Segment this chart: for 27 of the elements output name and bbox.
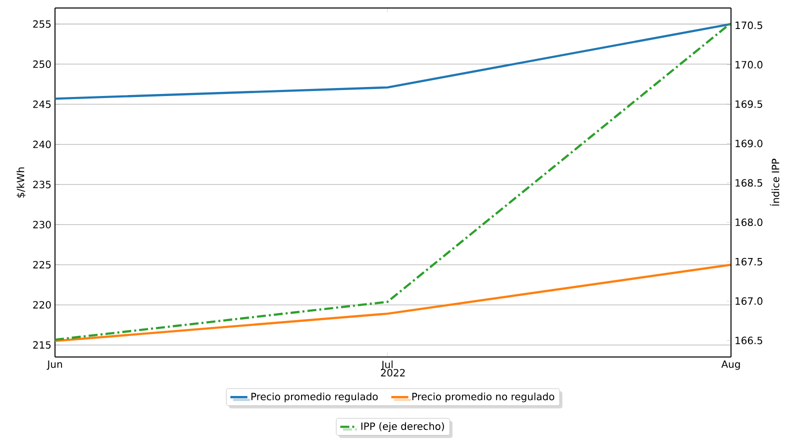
x-axis-title: 2022 xyxy=(381,368,405,376)
y2-tick-label: 168.5 xyxy=(736,179,762,187)
y-tick-label: 245 xyxy=(33,100,51,108)
x-tick-label: Jul xyxy=(380,360,393,370)
y-tick-label: 220 xyxy=(33,301,51,309)
y2-tick-label: 166.5 xyxy=(736,336,762,344)
y-tick-label: 215 xyxy=(33,341,51,349)
y2-tick-label: 170.0 xyxy=(736,60,762,68)
y-tick-label: 230 xyxy=(33,220,51,228)
x-tick-label: Aug xyxy=(721,360,740,370)
legend-label: Precio promedio no regulado xyxy=(412,392,554,402)
y2-tick-label: 167.5 xyxy=(736,258,762,266)
y-tick-label: 235 xyxy=(33,180,51,188)
y-tick-label: 255 xyxy=(33,20,51,28)
y2-axis-title: Índice IPP xyxy=(770,158,780,206)
y2-tick-label: 169.0 xyxy=(736,140,762,148)
legend-label: IPP (eje derecho) xyxy=(361,422,444,432)
y-axis-title: $/kWh xyxy=(16,168,26,198)
y-tick-label: 250 xyxy=(33,60,51,68)
y-tick-label: 240 xyxy=(33,140,51,148)
x-tick-label: Jun xyxy=(46,360,62,370)
y2-tick-label: 167.0 xyxy=(736,297,762,305)
y-tick-label: 225 xyxy=(33,260,51,268)
y2-tick-label: 170.5 xyxy=(736,22,762,30)
y2-tick-label: 169.5 xyxy=(736,100,762,108)
y2-tick-label: 168.0 xyxy=(736,218,762,226)
legend-label: Precio promedio regulado xyxy=(251,392,378,402)
